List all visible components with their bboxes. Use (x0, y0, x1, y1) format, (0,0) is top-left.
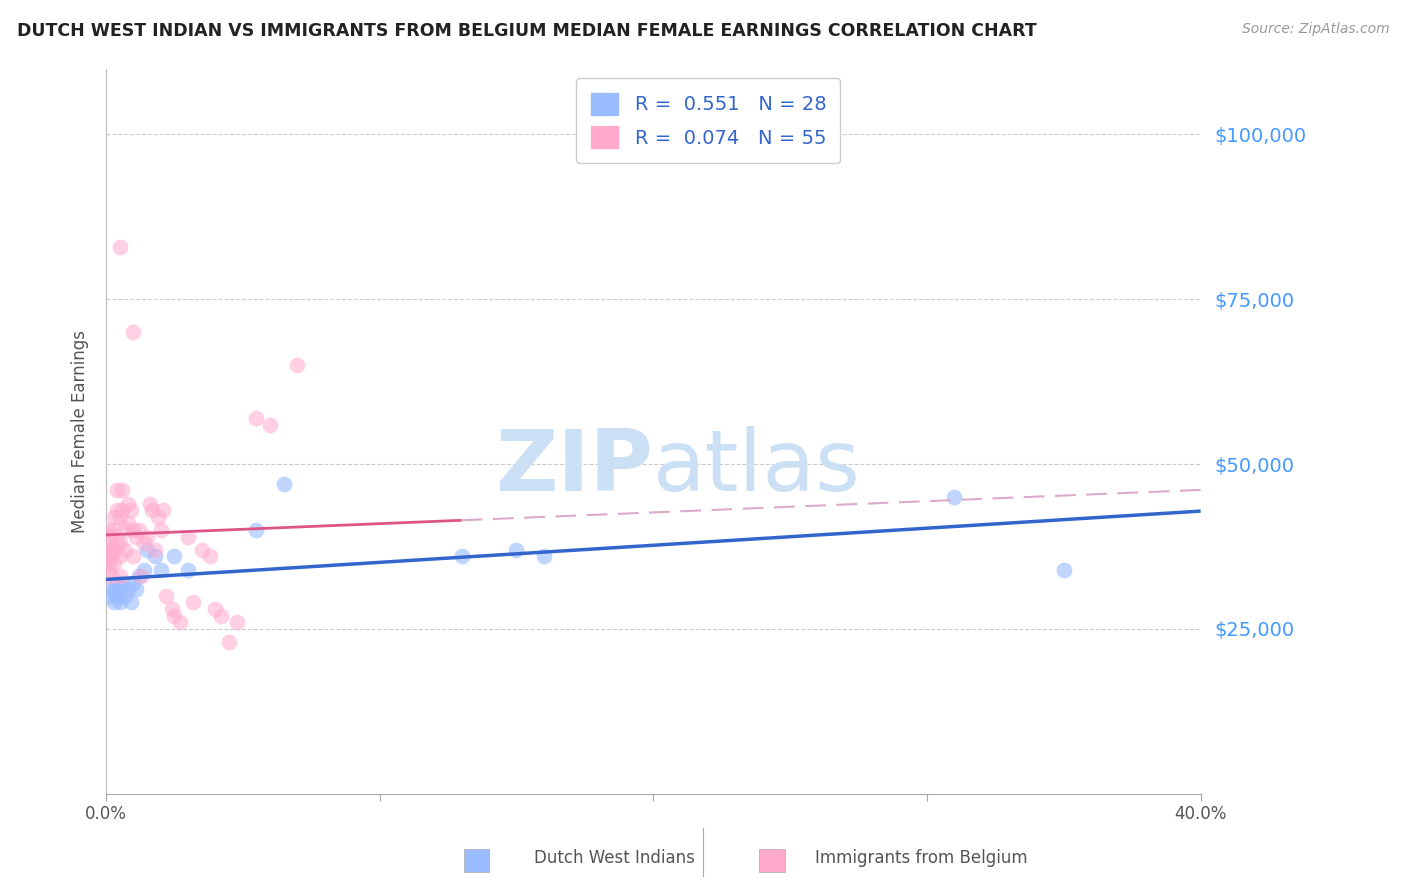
Point (226, 615, 249, 630)
Text: Source: ZipAtlas.com: Source: ZipAtlas.com (1241, 22, 1389, 37)
Point (100, 569, 122, 583)
Point (108, 569, 131, 583)
Point (120, 595, 142, 609)
Point (103, 556, 125, 570)
Point (131, 569, 153, 583)
Point (108, 239, 131, 253)
Point (259, 417, 281, 432)
Point (100, 530, 122, 544)
Y-axis label: Median Female Earnings: Median Female Earnings (72, 330, 89, 533)
Point (134, 562, 156, 576)
Point (152, 503, 174, 517)
Point (111, 503, 134, 517)
Point (125, 582, 148, 597)
Point (287, 358, 309, 372)
Point (108, 549, 131, 564)
Point (138, 497, 160, 511)
Point (1053, 562, 1076, 576)
Point (209, 608, 232, 623)
Point (533, 549, 555, 564)
Point (177, 530, 200, 544)
Point (100, 549, 122, 564)
Point (105, 503, 128, 517)
Point (97, 556, 120, 570)
Point (105, 483, 128, 498)
Point (100, 589, 122, 603)
Point (117, 516, 139, 531)
Point (505, 542, 527, 557)
Point (105, 589, 128, 603)
Text: Immigrants from Belgium: Immigrants from Belgium (815, 849, 1028, 867)
Point (169, 615, 191, 630)
Point (103, 595, 125, 609)
Point (245, 523, 267, 537)
Point (120, 503, 142, 517)
Point (136, 542, 159, 557)
Point (105, 575, 128, 590)
Point (114, 542, 136, 557)
Point (149, 562, 172, 576)
Point (100, 542, 122, 557)
Text: atlas: atlas (654, 425, 862, 508)
Point (122, 575, 145, 590)
Point (163, 608, 186, 623)
Point (103, 582, 125, 597)
Legend: R =  0.551   N = 28, R =  0.074   N = 55: R = 0.551 N = 28, R = 0.074 N = 55 (576, 78, 839, 162)
Point (108, 582, 131, 597)
Point (218, 635, 240, 649)
Point (143, 549, 166, 564)
Point (160, 602, 183, 616)
Point (108, 509, 131, 524)
Point (114, 523, 136, 537)
Point (103, 523, 125, 537)
Point (143, 542, 166, 557)
Point (122, 325, 145, 339)
Point (245, 411, 267, 425)
Point (146, 509, 169, 524)
Point (97, 549, 120, 564)
Point (198, 549, 221, 564)
Point (117, 497, 139, 511)
Point (105, 536, 128, 550)
Point (122, 549, 145, 564)
Point (163, 549, 186, 564)
Point (177, 562, 200, 576)
Point (108, 536, 131, 550)
Point (204, 602, 226, 616)
Point (122, 523, 145, 537)
Point (97, 536, 120, 550)
Point (111, 575, 134, 590)
Point (114, 589, 136, 603)
Point (108, 595, 131, 609)
Point (103, 542, 125, 557)
Point (97, 582, 120, 597)
Point (128, 523, 150, 537)
Point (273, 476, 295, 491)
Point (111, 483, 134, 498)
Point (134, 536, 156, 550)
Point (128, 569, 150, 583)
Point (136, 530, 159, 544)
Point (141, 503, 163, 517)
Point (450, 549, 472, 564)
Point (149, 523, 172, 537)
Point (190, 542, 212, 557)
Point (103, 509, 125, 524)
Point (155, 589, 177, 603)
Point (97, 562, 120, 576)
Point (183, 595, 205, 609)
Point (125, 530, 148, 544)
Text: ZIP: ZIP (495, 425, 654, 508)
Text: DUTCH WEST INDIAN VS IMMIGRANTS FROM BELGIUM MEDIAN FEMALE EARNINGS CORRELATION : DUTCH WEST INDIAN VS IMMIGRANTS FROM BEL… (17, 22, 1036, 40)
Text: Dutch West Indians: Dutch West Indians (534, 849, 695, 867)
Point (943, 490, 966, 504)
Point (97, 523, 120, 537)
Point (117, 582, 139, 597)
